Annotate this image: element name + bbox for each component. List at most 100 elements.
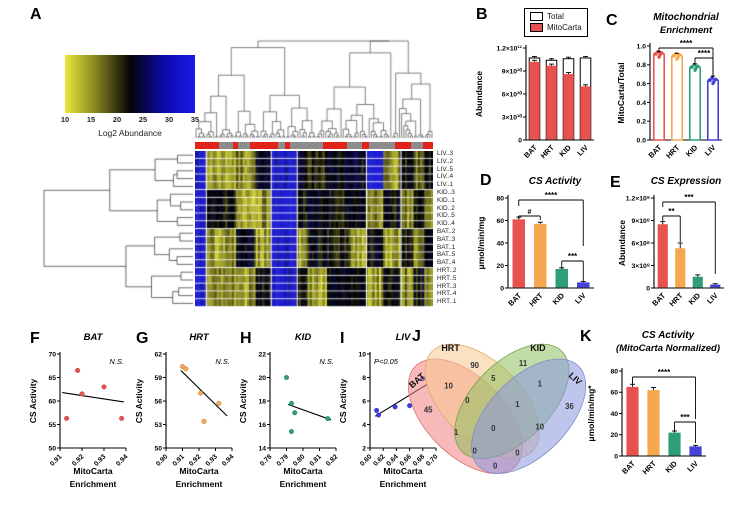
y-axis-label: CS Activity [338,378,348,423]
heatmap-row-label: LIV..3 [437,150,454,157]
data-point [695,64,700,68]
heatmap-row-label: HRT..1 [437,298,457,306]
chart-title: CS Activity [529,176,582,187]
annotation-segment-gray [411,142,424,149]
panel-h-letter: H [240,330,252,347]
colorbar-ticks: 101520253035 [61,115,199,126]
x-tick-label: 0.78 [259,453,273,467]
x-axis-label: MitoCarta [73,466,112,476]
annotation-segment-red [423,142,433,149]
annotation-segment-red [285,142,291,149]
colorbar-gradient [65,55,195,113]
colorbar-tick-label: 30 [164,115,174,124]
y-tick-label: 0 [646,285,650,292]
bar [555,268,568,288]
chart-title: HRT [189,332,210,343]
y-axis-label: CS Activity [28,378,38,423]
bar-outline [670,53,684,141]
colorbar-tick-label: 10 [60,115,70,124]
bar-outline [688,64,702,141]
y-axis-label: Abundance [617,220,627,267]
chart-title: KID [295,332,312,343]
panel-f-letter: F [30,330,40,347]
mitocarta-swatch [530,23,543,32]
x-category-label: HRT [527,291,545,309]
significance-label: *** [568,252,578,261]
panel-d-letter: D [480,172,492,189]
x-category-label: KID [684,143,700,159]
chart-title: Enrichment [660,25,713,36]
y-tick-label: 1.0 [637,43,647,50]
annotation-segment-red [394,142,412,149]
data-point [198,390,204,396]
venn-region-count: 11 [519,359,528,368]
bar [626,386,639,456]
heatmap-row-label: BAT..3 [437,235,456,243]
bar-mitocarta [529,61,540,140]
panel-d-cs-activity-chart: CS Activity 0 20 40 60 80 BAT HRT KID LIV **** # ***… [458,168,610,320]
annotation-segment-red [323,142,348,149]
heatmap-row-label: HRT..2 [437,266,457,274]
data-point [693,68,697,72]
data-point [183,366,189,372]
bar [657,224,668,288]
panel-c-letter: C [606,12,618,29]
y-tick-label: 0.4 [637,100,647,107]
venn-region-count: 0 [465,396,470,405]
significance-label: *** [680,413,690,422]
panel-i-letter: I [340,330,345,347]
panel-j-letter: J [412,328,421,345]
panel-e-cs-expression-chart: CS Expression 0 3×10⁸ 6×10⁸ 9×10⁸ 1.2×10⁹ BAT H… [598,168,738,320]
heatmap-row-label: KID..4 [437,220,455,228]
y-axis-label: MitoCarta/Total [616,62,626,123]
data-point [216,400,222,406]
panel-b-abundance-chart: 0 3×10¹⁰ 6×10¹⁰ 9×10¹⁰ 1.2×10¹¹ BAT HRT KID LIV A… [458,4,610,166]
x-category-label: HRT [641,459,659,477]
x-axis-label: MitoCarta [283,466,322,476]
x-tick-label: 0.60 [359,453,373,467]
y-tick-label: 0.0 [637,137,647,144]
bar [692,276,703,288]
y-tick-label: 50 [48,445,56,452]
x-category-label: LIV [703,143,718,158]
bar-outline [652,51,666,141]
y-tick-label: 3×10¹⁰ [502,113,523,121]
bar-mitocarta [580,86,591,140]
legend-item-total: Total [530,12,582,21]
x-category-label: BAT [620,459,637,476]
y-tick-label: 6×10⁸ [631,240,650,247]
colorbar-tick-label: 20 [112,115,122,124]
stats-note: N.S. [319,357,334,366]
venn-region-count: 10 [444,381,453,390]
significance-label: **** [680,39,693,48]
significance-label: # [528,209,532,216]
annotation-segment-gray [290,142,324,149]
colorbar-tick-label: 15 [86,115,96,124]
x-category-label: HRT [539,143,557,161]
panel-h-kid-scatter: KID 14 16 18 20 22 0.78 0.79 0.80 0.81 0.82 N.S. Mit… [236,328,342,505]
y-tick-label: 14 [258,445,266,452]
y-tick-label: 8 [362,375,366,382]
heatmap-row-label: HRT..3 [437,282,457,290]
y-tick-label: 1.2×10⁹ [626,195,650,202]
annotation-segment-red [195,142,219,149]
x-tick-label: 0.91 [49,453,63,467]
chart-svg: Mitochondrial Enrichment 0.0 0.2 0.4 0.6 0.8 1.… [616,12,722,160]
data-point [288,428,295,435]
data-point [677,53,682,57]
x-category-label: KID [557,143,573,159]
stats-note: P<0.05 [374,357,399,366]
data-point [392,404,398,410]
panel-g-hrt-scatter: HRT 50 53 56 59 62 0.90 0.91 0.92 0.93 0.94 N.S. Mit… [132,328,238,505]
legend-label-total: Total [547,12,564,21]
data-point [713,77,718,82]
venn-region-count: 0 [491,424,496,433]
column-dendrogram [195,38,433,140]
x-axis-label: MitoCarta [179,466,218,476]
bar [668,432,681,456]
y-tick-label: 6×10¹⁰ [502,90,523,98]
bar [577,282,590,288]
